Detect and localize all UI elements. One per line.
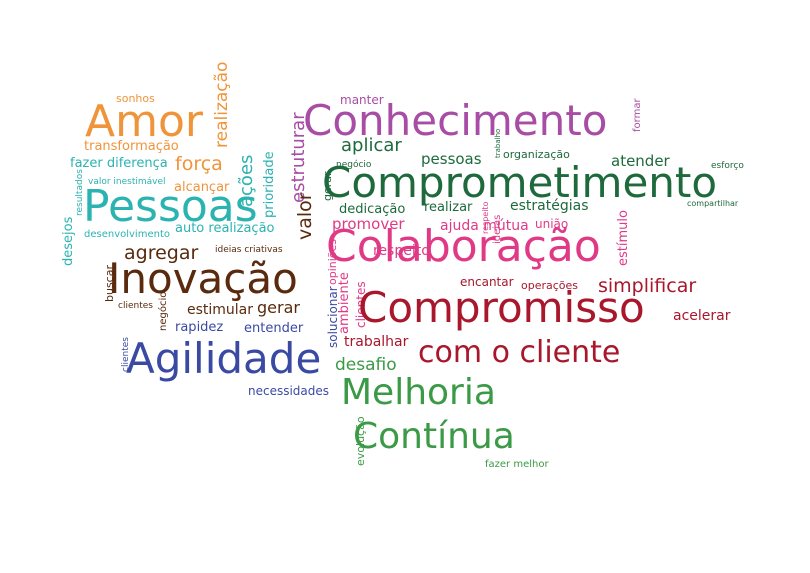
word-buscar: buscar bbox=[103, 265, 116, 302]
word-transformacao: transformação bbox=[84, 139, 179, 154]
word-uniao: união bbox=[535, 217, 569, 231]
word-organizacao: organização bbox=[503, 148, 570, 161]
word-colaboracao: Colaboração bbox=[326, 221, 601, 272]
word-auto-realizacao: auto realização bbox=[175, 221, 275, 236]
word-promover: promover bbox=[332, 215, 405, 233]
word-inovacao: Inovação bbox=[108, 254, 298, 303]
word-sonhos: sonhos bbox=[116, 92, 155, 105]
word-necessidades: necessidades bbox=[248, 384, 330, 398]
word-com-o-cliente: com o cliente bbox=[418, 335, 621, 370]
word-entender: entender bbox=[244, 321, 304, 336]
word-atender: atender bbox=[611, 152, 670, 170]
word-fazer-diferenca: fazer diferença bbox=[70, 156, 168, 171]
word-estrategias: estratégias bbox=[510, 198, 589, 214]
word-valor-inestimavel: valor inestimável bbox=[88, 177, 166, 187]
word-rapidez: rapidez bbox=[175, 320, 224, 335]
word-forca: força bbox=[175, 153, 223, 175]
word-clientes: clientes bbox=[118, 301, 153, 311]
word-operacoes: operações bbox=[521, 279, 579, 292]
word-estimular: estimular bbox=[187, 302, 254, 318]
word-negocio: negócio bbox=[336, 160, 372, 170]
word-desejos: desejos bbox=[61, 216, 76, 266]
word-desenvolvimento: desenvolvimento bbox=[84, 229, 170, 240]
word-pessoas: pessoas bbox=[421, 150, 482, 168]
word-melhoria: Melhoria bbox=[341, 372, 496, 413]
word-agregar: agregar bbox=[124, 242, 199, 264]
word-aplicar: aplicar bbox=[341, 135, 402, 156]
word-dedicacao: dedicação bbox=[339, 202, 406, 217]
word-ajuda-mutua: ajuda mútua bbox=[440, 218, 529, 234]
word-amor: Amor bbox=[85, 96, 203, 147]
word-fazer-melhor: fazer melhor bbox=[485, 459, 549, 470]
word-compartilhar: compartilhar bbox=[687, 199, 739, 208]
word-realizar: realizar bbox=[424, 200, 473, 215]
word-acoes: ações bbox=[236, 154, 257, 207]
word-negocio: negócio bbox=[158, 291, 169, 331]
word-compromisso: Compromisso bbox=[358, 283, 645, 332]
word-alcancar: alcançar bbox=[174, 180, 230, 195]
word-trabalho: trabalho bbox=[494, 128, 502, 158]
word-respeito: respeito bbox=[373, 243, 430, 259]
word-valor: valor bbox=[294, 192, 316, 240]
word-conhecimento: Conhecimento bbox=[303, 96, 608, 145]
word-desafio: desafio bbox=[335, 355, 397, 375]
word-agilidade: Agilidade bbox=[126, 334, 322, 383]
word-continua: Contínua bbox=[353, 416, 515, 457]
word-esforco: esforço bbox=[711, 161, 744, 171]
word-acelerar: acelerar bbox=[673, 308, 731, 324]
word-solucionar: solucionar bbox=[326, 286, 340, 348]
word-simplificar: simplificar bbox=[598, 275, 697, 297]
word-estimulo: estímulo bbox=[616, 210, 631, 266]
word-realizacao: realização bbox=[212, 61, 232, 148]
word-pessoas: Pessoas bbox=[83, 181, 258, 232]
word-comprometimento: Comprometimento bbox=[322, 158, 718, 207]
word-encantar: encantar bbox=[460, 275, 514, 289]
word-gerar: gerar bbox=[257, 298, 300, 317]
word-formar: formar bbox=[632, 98, 643, 132]
word-trabalhar: trabalhar bbox=[344, 334, 409, 350]
word-manter: manter bbox=[340, 93, 384, 107]
word-ideias-criativas: ideias criativas bbox=[215, 245, 283, 255]
word-prioridade: prioridade bbox=[262, 151, 277, 218]
